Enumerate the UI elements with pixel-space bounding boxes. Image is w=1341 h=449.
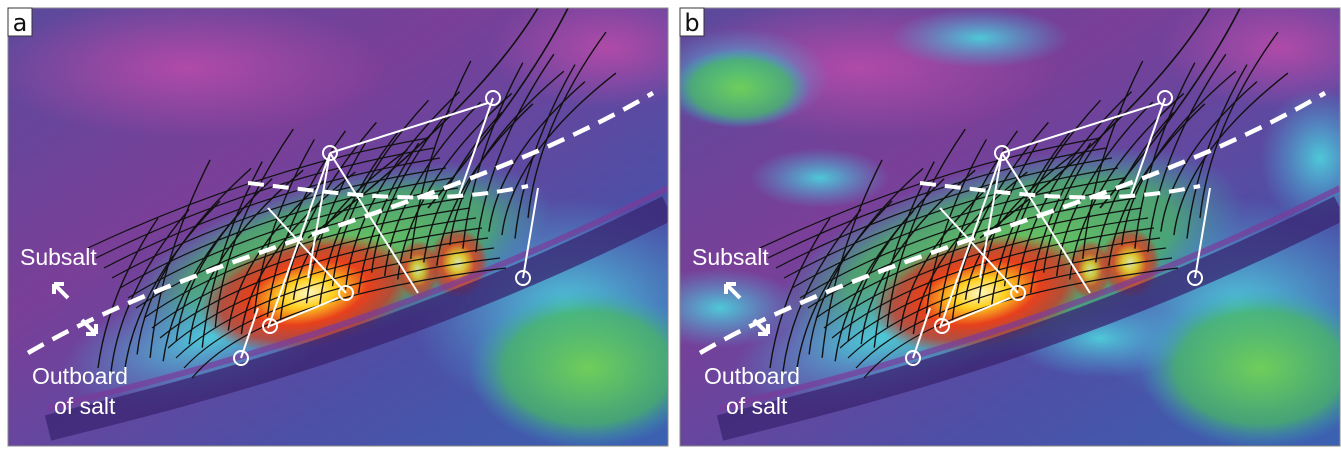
panel-label: a (13, 9, 28, 37)
annotation: Subsalt (20, 244, 97, 270)
annotation: of salt (54, 393, 116, 419)
pink-area (0, 0, 388, 138)
map-panel: a Subsalt Outboard of salt (0, 0, 728, 448)
annotation: of salt (726, 393, 788, 419)
annotation: Outboard (32, 363, 128, 389)
green-area (670, 48, 810, 128)
annotation: Subsalt (692, 244, 769, 270)
panel-label: b (684, 9, 699, 37)
cyan-area (750, 148, 890, 208)
annotation: Outboard (704, 363, 800, 389)
panels: a Subsalt Outboard of salt b Subsalt Outboard o… (0, 0, 1341, 448)
map-panel: b Subsalt Outboard of salt (640, 0, 1341, 448)
figure: a Subsalt Outboard of salt b Subsalt Outboard o… (0, 0, 1341, 449)
cyan-area (890, 8, 1070, 68)
green-area (468, 288, 708, 448)
